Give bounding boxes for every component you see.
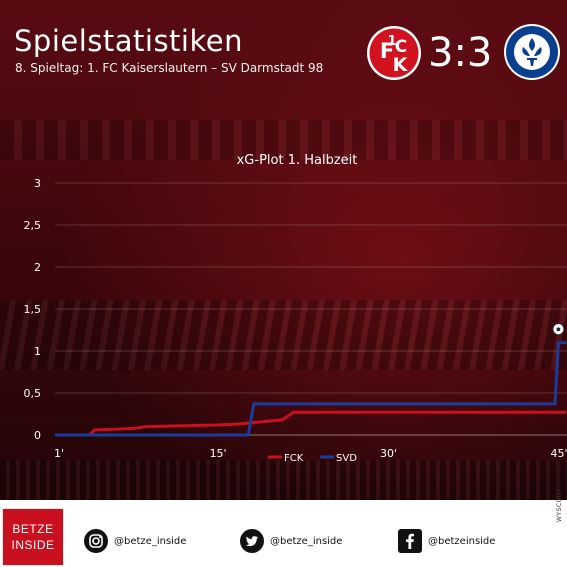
x-tick-label: 45' [550, 447, 567, 460]
facebook-handle: @betzeinside [428, 535, 496, 547]
football-icon [552, 323, 565, 336]
y-tick-label: 2 [34, 261, 41, 274]
twitter-icon [240, 529, 264, 553]
chart-legend: FCK SVD [268, 453, 357, 464]
instagram-link[interactable]: @betze_inside [84, 529, 186, 553]
stadium-background [0, 120, 567, 160]
svg-text:F: F [380, 39, 394, 63]
goal-markers [552, 323, 565, 336]
y-tick-label: 3 [34, 177, 41, 190]
x-tick-label: 15' [210, 447, 227, 460]
twitter-handle: @betze_inside [270, 535, 343, 547]
legend-item-svd: SVD [320, 453, 357, 464]
svg-text:K: K [393, 54, 409, 76]
series-line-fck [55, 410, 567, 437]
x-tick-label: 1' [54, 447, 64, 460]
chart-grid [55, 182, 567, 436]
betze-inside-logo: BETZE INSIDE [2, 508, 64, 566]
match-subtitle: 8. Spieltag: 1. FC Kaiserslautern – SV D… [15, 61, 324, 75]
facebook-icon [398, 529, 422, 553]
y-tick-label: 1 [34, 345, 41, 358]
x-axis-ticks: 1' 15' 30' 45' [54, 447, 567, 460]
twitter-link[interactable]: @betze_inside [240, 529, 342, 553]
svg-text:FCK: FCK [284, 453, 304, 464]
page-title: Spielstatistiken [14, 24, 243, 58]
y-tick-label: 0 [34, 429, 41, 442]
chart-title: xG-Plot 1. Halbzeit [237, 153, 358, 168]
series-line-svd [55, 341, 567, 437]
legend-item-fck: FCK [268, 453, 304, 464]
svg-text:SVD: SVD [336, 453, 357, 464]
y-tick-label: 2,5 [24, 219, 42, 232]
y-tick-label: 1,5 [24, 303, 42, 316]
stadium-background [0, 300, 567, 370]
match-score: 3:3 [428, 30, 493, 76]
footer: BETZE INSIDE @betze_inside @betze_inside [0, 500, 567, 567]
xg-chart: xG-Plot 1. Halbzeit 0 0,5 1 1,5 2 2,5 3 1' 15' 3… [24, 153, 567, 464]
svg-text:1: 1 [387, 34, 396, 49]
y-axis-ticks: 0 0,5 1 1,5 2 2,5 3 [24, 177, 42, 442]
wyscout-credit: WYSCOUT [556, 488, 563, 522]
instagram-icon [84, 529, 108, 553]
y-tick-label: 0,5 [24, 387, 42, 400]
brand-line-2: INSIDE [11, 538, 55, 552]
fck-crest-icon: F K 1 C [367, 26, 421, 80]
svg-text:C: C [395, 37, 407, 57]
stadium-background [0, 460, 567, 500]
svd-crest-icon [504, 24, 560, 80]
x-tick-label: 30' [380, 447, 397, 460]
brand-line-1: BETZE [12, 522, 54, 536]
series-layer [55, 341, 567, 437]
instagram-handle: @betze_inside [114, 535, 187, 547]
facebook-link[interactable]: @betzeinside [398, 529, 495, 553]
